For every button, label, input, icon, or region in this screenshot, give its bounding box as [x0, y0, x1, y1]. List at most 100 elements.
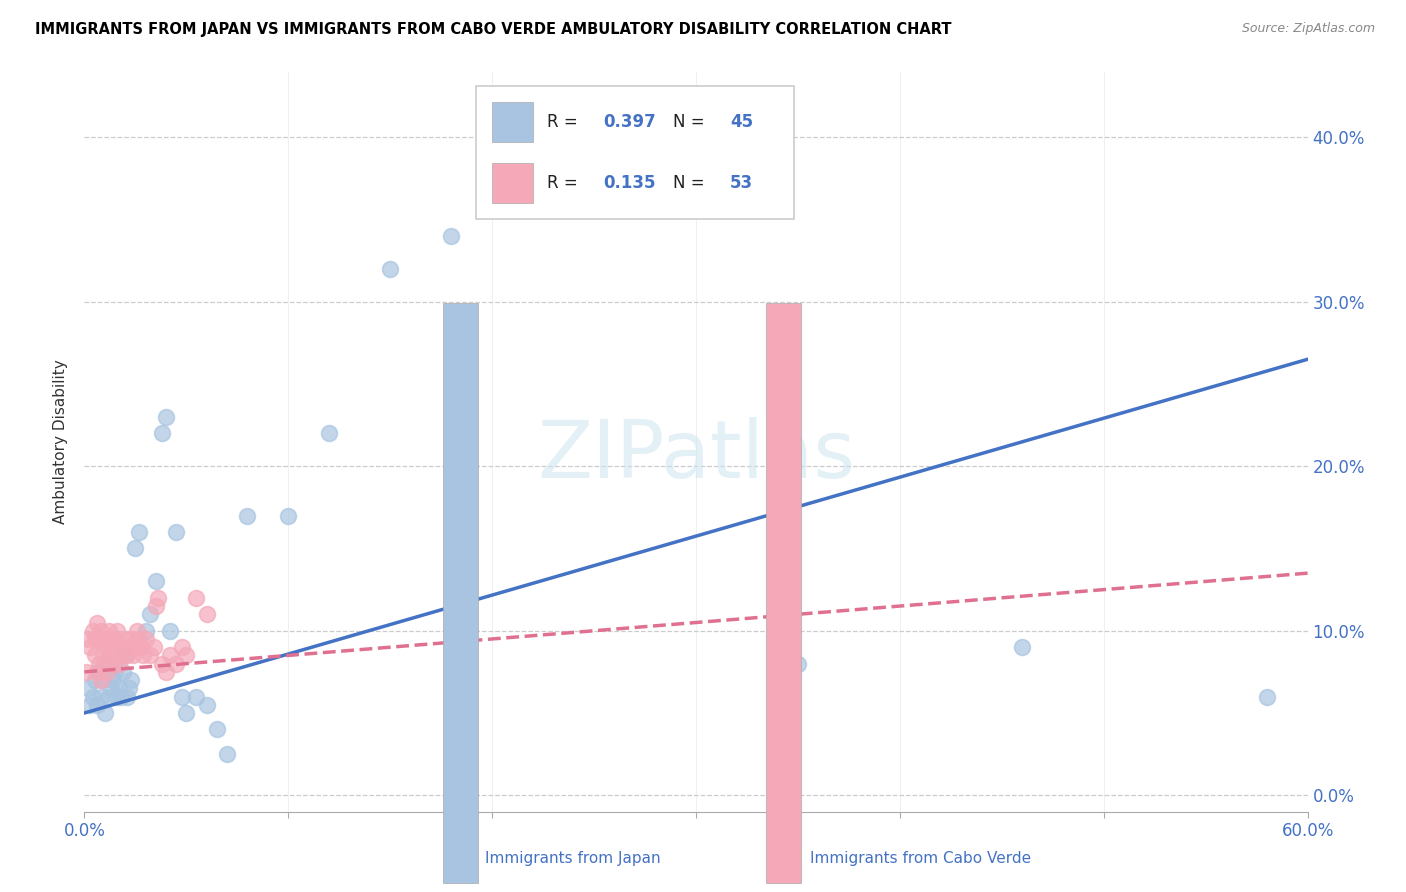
Point — [155, 409, 177, 424]
Point — [104, 665, 127, 679]
Point — [93, 632, 115, 646]
Point — [86, 665, 108, 679]
Point — [146, 591, 169, 605]
Point — [77, 681, 100, 696]
Point — [128, 524, 150, 539]
Point — [90, 690, 112, 704]
Point — [110, 690, 132, 704]
Point — [83, 632, 105, 646]
Point — [174, 706, 197, 720]
Point — [96, 665, 118, 679]
Point — [145, 599, 167, 613]
Point — [132, 648, 155, 663]
Point — [108, 681, 131, 696]
Point — [101, 657, 124, 671]
Point — [87, 632, 110, 646]
Point — [138, 607, 160, 622]
Text: Source: ZipAtlas.com: Source: ZipAtlas.com — [1241, 22, 1375, 36]
Point — [174, 648, 197, 663]
Point — [100, 632, 122, 646]
Point — [77, 632, 100, 646]
Point — [120, 673, 142, 687]
Point — [104, 648, 127, 663]
Point — [172, 690, 194, 704]
Point — [75, 665, 97, 679]
Point — [172, 640, 194, 655]
Point — [277, 508, 299, 523]
Point — [114, 632, 136, 646]
Text: ZIPatlas: ZIPatlas — [537, 417, 855, 495]
Point — [318, 426, 340, 441]
Point — [1011, 640, 1033, 655]
Point — [79, 640, 101, 655]
Point — [91, 632, 114, 646]
Point — [142, 640, 165, 655]
Point — [112, 665, 135, 679]
Point — [122, 648, 145, 663]
Point — [112, 640, 135, 655]
Point — [127, 624, 149, 638]
Point — [105, 624, 128, 638]
Point — [101, 640, 124, 655]
Point — [205, 723, 228, 737]
Point — [91, 673, 114, 687]
Point — [195, 698, 218, 712]
Point — [787, 657, 810, 671]
Point — [135, 624, 157, 638]
Point — [97, 624, 120, 638]
Point — [105, 690, 128, 704]
Point — [82, 624, 104, 638]
Point — [186, 690, 208, 704]
Point — [100, 640, 122, 655]
Point — [83, 648, 105, 663]
Point — [124, 541, 146, 556]
Point — [118, 681, 141, 696]
Point — [131, 640, 153, 655]
Point — [217, 747, 239, 761]
Point — [138, 648, 160, 663]
Point — [96, 657, 118, 671]
Point — [150, 426, 173, 441]
Point — [110, 648, 132, 663]
Point — [1256, 690, 1278, 704]
Point — [101, 673, 124, 687]
Point — [97, 690, 120, 704]
Point — [120, 632, 142, 646]
Point — [90, 673, 112, 687]
Point — [86, 615, 108, 630]
Point — [86, 698, 108, 712]
Point — [236, 508, 259, 523]
Point — [115, 648, 138, 663]
Point — [93, 706, 115, 720]
Point — [118, 640, 141, 655]
Point — [155, 665, 177, 679]
Point — [165, 657, 187, 671]
Point — [108, 657, 131, 671]
Point — [82, 690, 104, 704]
Text: Immigrants from Japan: Immigrants from Japan — [485, 851, 661, 865]
Point — [87, 657, 110, 671]
Point — [104, 632, 127, 646]
Point — [186, 591, 208, 605]
Point — [114, 648, 136, 663]
Point — [87, 665, 110, 679]
Point — [83, 673, 105, 687]
Point — [159, 648, 181, 663]
Point — [380, 261, 402, 276]
Point — [115, 690, 138, 704]
Point — [90, 624, 112, 638]
Point — [145, 574, 167, 589]
Text: IMMIGRANTS FROM JAPAN VS IMMIGRANTS FROM CABO VERDE AMBULATORY DISABILITY CORREL: IMMIGRANTS FROM JAPAN VS IMMIGRANTS FROM… — [35, 22, 952, 37]
Point — [128, 632, 150, 646]
Text: Immigrants from Cabo Verde: Immigrants from Cabo Verde — [810, 851, 1031, 865]
Point — [100, 681, 122, 696]
Point — [96, 640, 118, 655]
Point — [91, 648, 114, 663]
Point — [135, 632, 157, 646]
Point — [159, 624, 181, 638]
Point — [93, 657, 115, 671]
Point — [97, 648, 120, 663]
Point — [440, 228, 463, 243]
Point — [165, 524, 187, 539]
Point — [79, 698, 101, 712]
